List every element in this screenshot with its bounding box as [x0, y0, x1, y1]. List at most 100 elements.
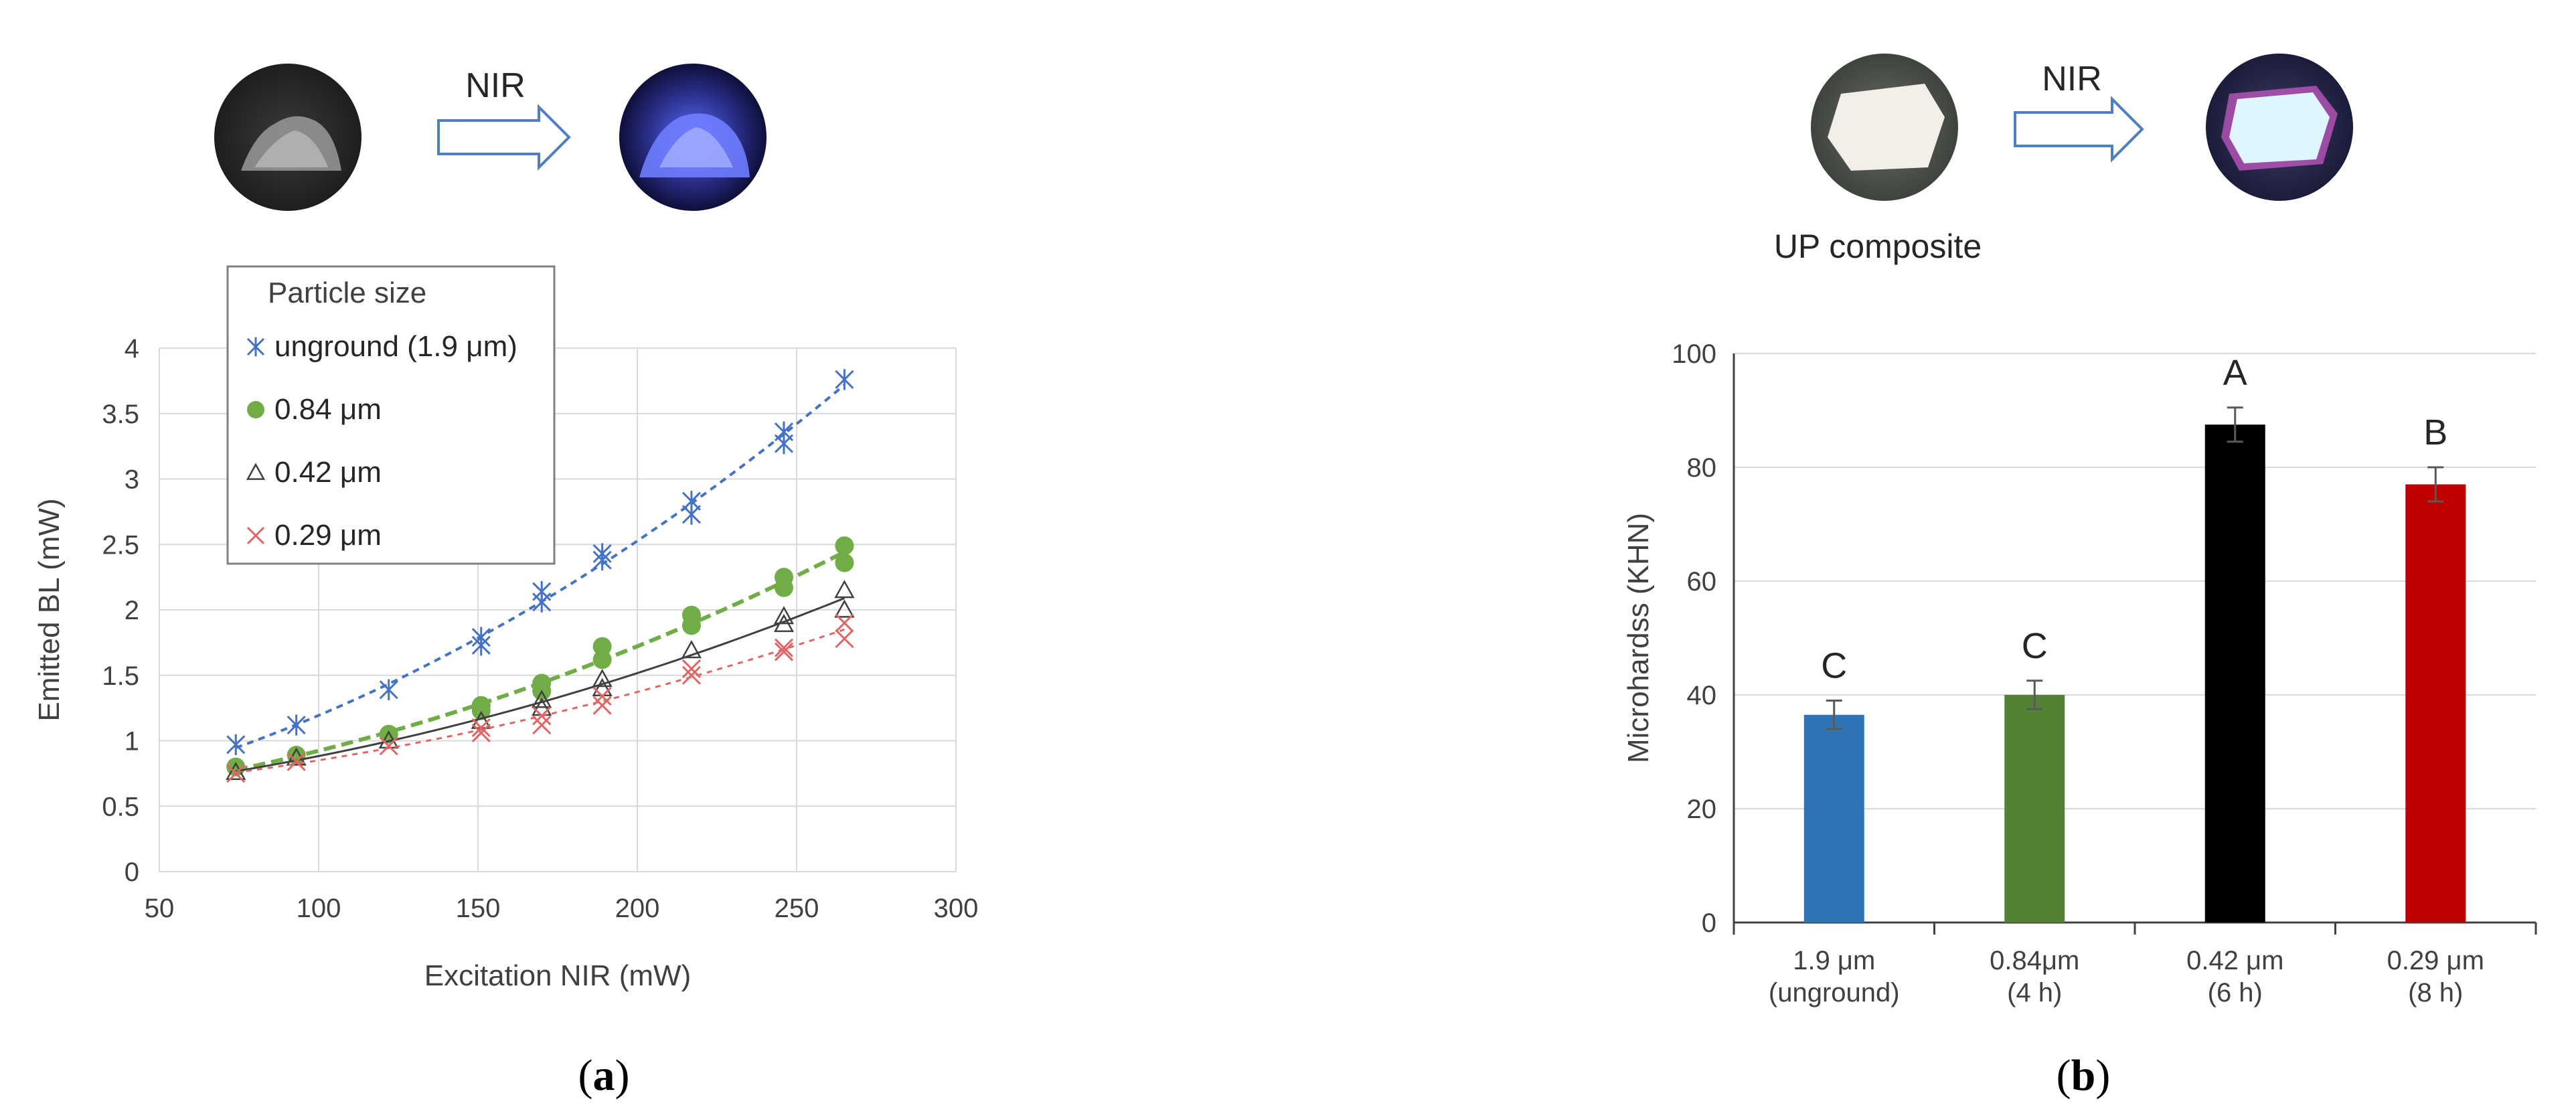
- data-point: [592, 669, 613, 688]
- data-point: [592, 637, 612, 656]
- y-tick-label: 40: [1687, 681, 1717, 710]
- data-point: [774, 638, 794, 657]
- data-point: [532, 591, 552, 613]
- data-point: [774, 642, 794, 661]
- panel-label-b-close: ): [2095, 1051, 2110, 1100]
- y-tick-label: 0: [1702, 908, 1716, 938]
- category-label-line2: (4 h): [2007, 978, 2062, 1008]
- bar: [2204, 424, 2265, 923]
- significance-letter: C: [2022, 626, 2048, 666]
- data-point: [834, 580, 855, 598]
- category-label-line1: 0.42 μm: [2186, 946, 2283, 975]
- powder-photo-after: [619, 64, 767, 211]
- data-point: [532, 690, 552, 708]
- data-point: [681, 503, 701, 525]
- y-tick-label: 0.5: [102, 792, 139, 821]
- composite-caption: UP composite: [1774, 228, 1982, 265]
- x-tick-label: 50: [145, 894, 175, 923]
- y-tick-label: 100: [1672, 339, 1716, 369]
- y-tick-label: 80: [1687, 453, 1717, 483]
- panel-label-b-letter: b: [2071, 1051, 2096, 1100]
- data-point: [246, 526, 265, 545]
- data-point: [835, 629, 854, 649]
- panel-label-a-close: ): [615, 1051, 630, 1100]
- x-tick-label: 150: [456, 894, 501, 923]
- data-point: [681, 616, 701, 635]
- data-point: [287, 714, 306, 736]
- legend-box: [226, 265, 556, 565]
- data-point: [835, 553, 854, 572]
- data-point: [379, 736, 398, 756]
- panel-label-b-open: (: [2057, 1051, 2071, 1100]
- error-bar: [2427, 466, 2444, 503]
- legend: Particle size unground (1.9 μm) 0.84 μm 0.4…: [226, 265, 556, 565]
- data-point: [247, 401, 264, 418]
- legend-entry-label: 0.29 μm: [274, 519, 382, 552]
- bar: [2004, 695, 2065, 923]
- y-tick-label: 1.5: [102, 661, 139, 691]
- photo-row-b: UP composite NIR: [1774, 54, 2353, 265]
- error-bar: [2026, 679, 2043, 710]
- data-point: [592, 550, 612, 571]
- y-tick-label: 2.5: [102, 530, 139, 560]
- data-point: [532, 715, 552, 735]
- data-point: [471, 635, 491, 656]
- data-point: [834, 599, 855, 618]
- data-point: [835, 536, 854, 556]
- y-tick-label: 3.5: [102, 400, 139, 429]
- data-point: [835, 369, 854, 390]
- legend-entry-label: unground (1.9 μm): [274, 330, 517, 363]
- significance-letter: C: [1821, 646, 1847, 686]
- data-point: [773, 613, 795, 633]
- data-point: [681, 665, 701, 685]
- y-tick-label: 0: [125, 858, 139, 887]
- data-point: [532, 706, 552, 726]
- legend-entry-label: 0.84 μm: [274, 393, 382, 426]
- data-point: [246, 337, 265, 357]
- photo-row-a: NIR: [214, 64, 767, 211]
- chart-b: 0 20 40 60 80 100 Microhardss (KHN) C 1.9 μm (ung…: [1622, 339, 2537, 1008]
- y-tick-label: 3: [125, 465, 139, 495]
- data-point: [773, 606, 795, 625]
- category-label-line2: (8 h): [2408, 978, 2463, 1008]
- data-point: [471, 701, 491, 720]
- data-point: [287, 752, 306, 771]
- composite-photo-before: [1811, 54, 1958, 201]
- error-bar: [2227, 406, 2243, 443]
- category-label-line2: (6 h): [2208, 978, 2263, 1008]
- data-point: [774, 433, 794, 455]
- data-point: [379, 679, 398, 700]
- y-tick-label: 1: [125, 727, 139, 756]
- powder-photo-before: [214, 64, 361, 211]
- panel-label-a: (a): [578, 1051, 630, 1100]
- y-axis-title: Microhardss (KHN): [1622, 513, 1655, 763]
- series-3: [226, 613, 854, 783]
- bar: [2405, 484, 2466, 923]
- bar: [1803, 714, 1864, 923]
- data-point: [681, 659, 701, 679]
- nir-arrow-icon: [437, 104, 571, 171]
- legend-entry-label: 0.42 μm: [274, 456, 382, 489]
- series-0: [226, 369, 854, 755]
- data-point: [471, 723, 491, 742]
- category-label-line1: 1.9 μm: [1793, 946, 1875, 975]
- category-label-line1: 0.84μm: [1990, 946, 2079, 975]
- legend-title: Particle size: [268, 276, 426, 309]
- panel-label-b: (b): [2057, 1051, 2111, 1100]
- chart-a: 50 100 150 200 250 300 0 0.5 1 1.5 2 2.5 3 3.5 4 Excita…: [33, 265, 978, 992]
- panel-label-a-letter: a: [593, 1051, 615, 1100]
- data-point: [226, 734, 246, 755]
- data-point: [592, 686, 612, 706]
- panel-label-a-open: (: [578, 1051, 593, 1100]
- error-bar: [1826, 700, 1842, 730]
- nir-arrow-label: NIR: [465, 66, 526, 105]
- significance-letter: B: [2423, 412, 2447, 453]
- data-point: [774, 578, 793, 597]
- x-axis-title: Excitation NIR (mW): [424, 959, 691, 992]
- significance-letter: A: [2223, 353, 2247, 393]
- x-tick-label: 250: [775, 894, 819, 923]
- data-point: [592, 696, 612, 715]
- x-tick-label: 200: [615, 894, 660, 923]
- data-point: [835, 613, 854, 633]
